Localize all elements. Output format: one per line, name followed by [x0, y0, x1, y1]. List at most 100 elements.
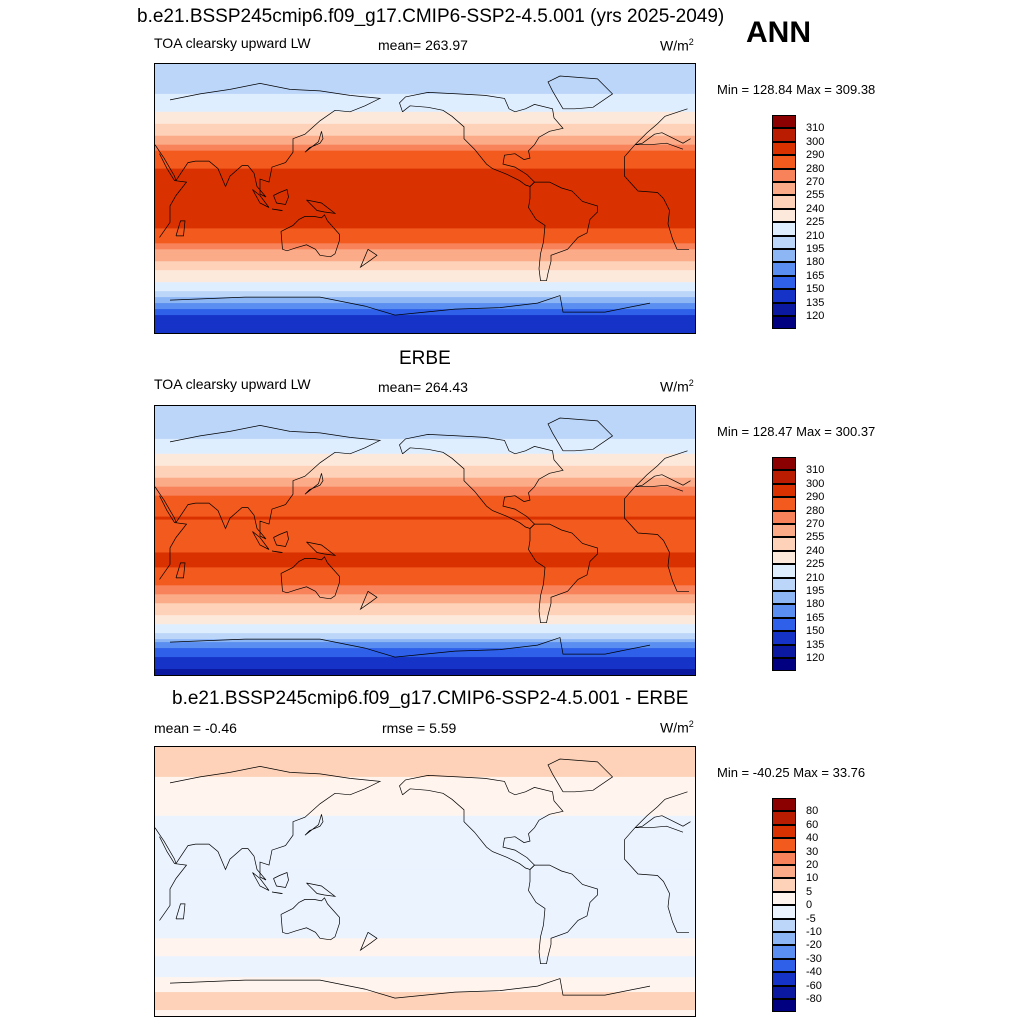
map-band [155, 207, 695, 212]
map-band [155, 657, 695, 661]
coastline [547, 758, 614, 793]
map-band [155, 294, 695, 298]
map-band [155, 851, 695, 856]
map-band [155, 588, 695, 592]
map-band [155, 444, 695, 449]
map-band [155, 986, 695, 990]
panel-3-mean-label: mean = -0.46 [154, 720, 237, 736]
colorbar-swatch [772, 905, 796, 919]
map-band [155, 327, 695, 331]
colorbar-swatch [772, 658, 796, 672]
map-band [155, 261, 695, 265]
map-band [155, 450, 695, 455]
colorbar-swatch [772, 128, 796, 142]
coastline [547, 417, 614, 452]
map-band [155, 770, 695, 775]
map-band [155, 747, 695, 751]
map-band [155, 435, 695, 440]
colorbar-swatch [772, 798, 796, 812]
map-band [155, 872, 695, 877]
panel-2-units-exp: 2 [688, 378, 694, 388]
map-band [155, 534, 695, 539]
panel-3-map [154, 746, 696, 1017]
map-band [155, 956, 695, 960]
colorbar-swatch [772, 932, 796, 946]
map-band [155, 99, 695, 104]
colorbar-tick-label: -30 [806, 952, 822, 965]
map-band [155, 651, 695, 655]
map-band [155, 408, 695, 413]
map-band [155, 165, 695, 170]
map-band [155, 818, 695, 823]
panel-3-map-svg [155, 747, 695, 1016]
coastline [155, 83, 691, 198]
map-band [155, 423, 695, 428]
coastline [528, 523, 598, 624]
colorbar-swatch [772, 182, 796, 196]
map-band [155, 860, 695, 865]
colorbar-swatch [772, 316, 796, 330]
colorbar-swatch [772, 604, 796, 618]
colorbar-tick-label: 195 [806, 585, 825, 597]
colorbar-tick-label: 270 [806, 176, 825, 188]
map-band [155, 878, 695, 883]
map-band [155, 1010, 695, 1014]
colorbar-swatch [772, 851, 796, 865]
colorbar-swatch [772, 262, 796, 276]
map-band [155, 953, 695, 957]
colorbar-swatch [772, 811, 796, 825]
map-band [155, 291, 695, 295]
map-band [155, 189, 695, 194]
panel-2-title: ERBE [399, 348, 451, 369]
map-band [155, 318, 695, 322]
map-band [155, 929, 695, 933]
map-band [155, 186, 695, 191]
map-band [155, 585, 695, 589]
map-band [155, 1001, 695, 1005]
map-band [155, 102, 695, 107]
map-band [155, 513, 695, 518]
map-band [155, 890, 695, 895]
map-band [155, 147, 695, 152]
coastline [252, 531, 270, 550]
coastline [252, 189, 270, 208]
map-band [155, 893, 695, 898]
colorbar-tick-label: 225 [806, 558, 825, 571]
panel-1-map [154, 63, 696, 334]
map-band [155, 276, 695, 280]
colorbar-tick-label: -10 [806, 926, 822, 938]
map-band [155, 977, 695, 981]
map-band [155, 800, 695, 805]
map-band [155, 642, 695, 646]
colorbar-swatch [772, 945, 796, 959]
map-band [155, 549, 695, 554]
coastline [175, 220, 186, 237]
map-band [155, 246, 695, 250]
coastline [159, 142, 689, 250]
map-band [155, 234, 695, 238]
coastline [273, 531, 289, 547]
map-band [155, 228, 695, 232]
season-label: ANN [746, 16, 811, 49]
colorbar-tick-label: 290 [806, 491, 825, 504]
colorbar-tick-label: 210 [806, 229, 825, 242]
map-band [155, 911, 695, 915]
map-band [155, 791, 695, 796]
map-band [155, 552, 695, 557]
map-band [155, 150, 695, 155]
colorbar-tick-label: 240 [806, 544, 825, 557]
map-band [155, 330, 695, 333]
colorbar-swatch [772, 617, 796, 632]
map-band [155, 926, 695, 930]
map-band [155, 905, 695, 909]
map-band [155, 971, 695, 975]
map-band [155, 465, 695, 470]
map-band [155, 923, 695, 927]
map-band [155, 177, 695, 182]
map-band [155, 983, 695, 987]
map-band [155, 555, 695, 560]
map-band [155, 72, 695, 77]
map-band [155, 306, 695, 310]
map-band [155, 618, 695, 622]
map-band [155, 899, 695, 904]
